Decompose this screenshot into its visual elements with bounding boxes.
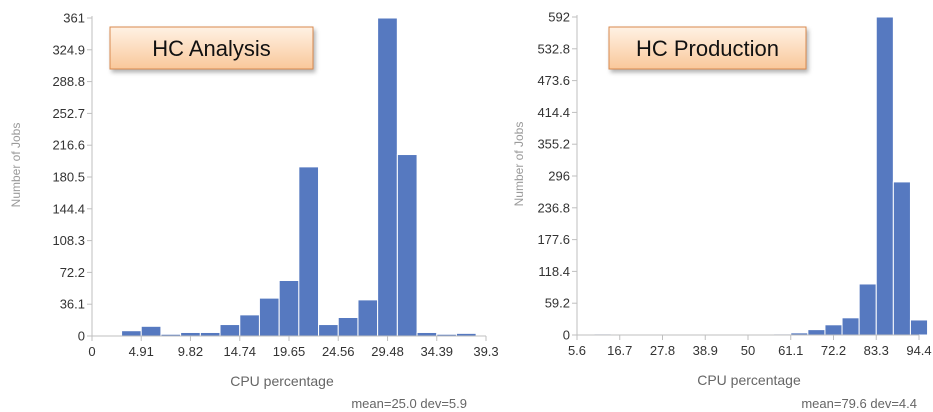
y-tick-label: 118.4	[538, 264, 570, 279]
x-tick-label: 14.74	[224, 344, 257, 359]
x-tick-label: 0	[88, 344, 95, 359]
y-tick-label: 236.8	[537, 200, 570, 215]
y-tick-label: 361	[63, 11, 85, 26]
x-tick-label: 34.39	[421, 344, 454, 359]
x-tick-label: 4.91	[129, 344, 154, 359]
chart-title: HC Analysis	[152, 36, 271, 61]
y-axis-label: Number of Jobs	[9, 123, 23, 208]
y-tick-label: 177.6	[537, 232, 570, 247]
title-box: HC Analysis	[109, 26, 314, 70]
chart-hc-analysis: 0 36.1 72.2 108.3 144.4 180.5 216.6 252.7 288.8 3…	[9, 11, 499, 412]
y-ticks-group: 0 36.1 72.2 108.3 144.4 180.5 216.6 252.7 288.8 3…	[52, 11, 92, 344]
x-axis-label: CPU percentage	[697, 372, 801, 388]
histogram-bar	[396, 154, 418, 337]
histogram-bar	[892, 181, 911, 336]
y-tick-label: 180.5	[52, 170, 85, 185]
histogram-bar	[824, 324, 843, 336]
bars-group	[121, 17, 477, 337]
stats-footer: mean=79.6 dev=4.4	[801, 396, 917, 411]
y-tick-label: 288.8	[52, 74, 85, 89]
x-tick-label: 50	[741, 343, 755, 358]
y-tick-label: 252.7	[52, 106, 85, 121]
y-tick-label: 72.2	[60, 265, 85, 280]
histogram-bar	[180, 331, 201, 337]
histogram-bar	[337, 317, 359, 337]
y-ticks-group: 0 59.2 118.4 177.6 236.8 296 355.2 414.4 473.6 53…	[537, 10, 577, 343]
histogram-bar	[858, 283, 877, 336]
x-tick-label: 27.8	[650, 343, 675, 358]
title-box: HC Production	[608, 26, 807, 70]
y-tick-label: 0	[563, 328, 570, 343]
histogram-bar	[239, 314, 260, 337]
x-tick-label: 94.4	[906, 343, 931, 358]
histogram-bar	[258, 297, 280, 337]
histogram-bar	[298, 166, 320, 337]
histogram-bar	[357, 299, 379, 337]
stats-footer: mean=25.0 dev=5.9	[351, 396, 467, 411]
chart-hc-production: 0 59.2 118.4 177.6 236.8 296 355.2 414.4 473.6 53…	[512, 10, 932, 412]
histogram-bar	[278, 280, 300, 337]
y-axis-label: Number of Jobs	[512, 122, 526, 207]
x-tick-label: 5.6	[568, 343, 586, 358]
y-tick-label: 414.4	[537, 105, 570, 120]
histogram-bar	[841, 317, 860, 336]
x-tick-label: 38.9	[693, 343, 718, 358]
title-box-background	[109, 26, 314, 70]
y-tick-label: 592	[548, 10, 570, 25]
x-tick-label: 83.3	[864, 343, 889, 358]
y-tick-label: 216.6	[52, 138, 85, 153]
histogram-bar	[909, 319, 929, 336]
title-box-background	[608, 26, 807, 70]
histogram-bar	[219, 324, 241, 337]
histogram-bar	[875, 16, 894, 336]
x-tick-label: 24.56	[322, 344, 355, 359]
x-tick-label: 9.82	[178, 344, 203, 359]
y-tick-label: 108.3	[52, 233, 85, 248]
histogram-bar	[199, 331, 221, 337]
y-tick-label: 296	[548, 169, 570, 184]
x-tick-label: 29.48	[371, 344, 404, 359]
histogram-bar	[807, 329, 826, 336]
histogram-bar	[377, 17, 398, 337]
x-axis-label: CPU percentage	[230, 373, 334, 389]
histogram-bar	[318, 324, 339, 337]
x-tick-label: 72.2	[821, 343, 846, 358]
x-ticks-group: 0 4.91 9.82 14.74 19.65 24.56 29.48 34.39 39.3	[88, 336, 499, 359]
x-ticks-group: 5.6 16.7 27.8 38.9 50 61.1 72.2 83.3 94.4	[568, 335, 932, 358]
y-tick-label: 0	[78, 329, 85, 344]
y-tick-label: 532.8	[537, 41, 570, 56]
x-tick-label: 61.1	[778, 343, 803, 358]
x-tick-label: 16.7	[607, 343, 632, 358]
chart-title: HC Production	[636, 36, 779, 61]
y-tick-label: 59.2	[545, 296, 570, 311]
y-tick-label: 324.9	[52, 42, 85, 57]
y-tick-label: 473.6	[537, 73, 570, 88]
histogram-bar	[416, 331, 438, 337]
x-tick-label: 19.65	[273, 344, 306, 359]
y-tick-label: 355.2	[537, 137, 570, 152]
y-tick-label: 36.1	[60, 297, 85, 312]
histogram-bar	[140, 325, 162, 337]
histogram-bar	[121, 330, 142, 337]
y-tick-label: 144.4	[52, 201, 85, 216]
x-tick-label: 39.3	[473, 344, 498, 359]
